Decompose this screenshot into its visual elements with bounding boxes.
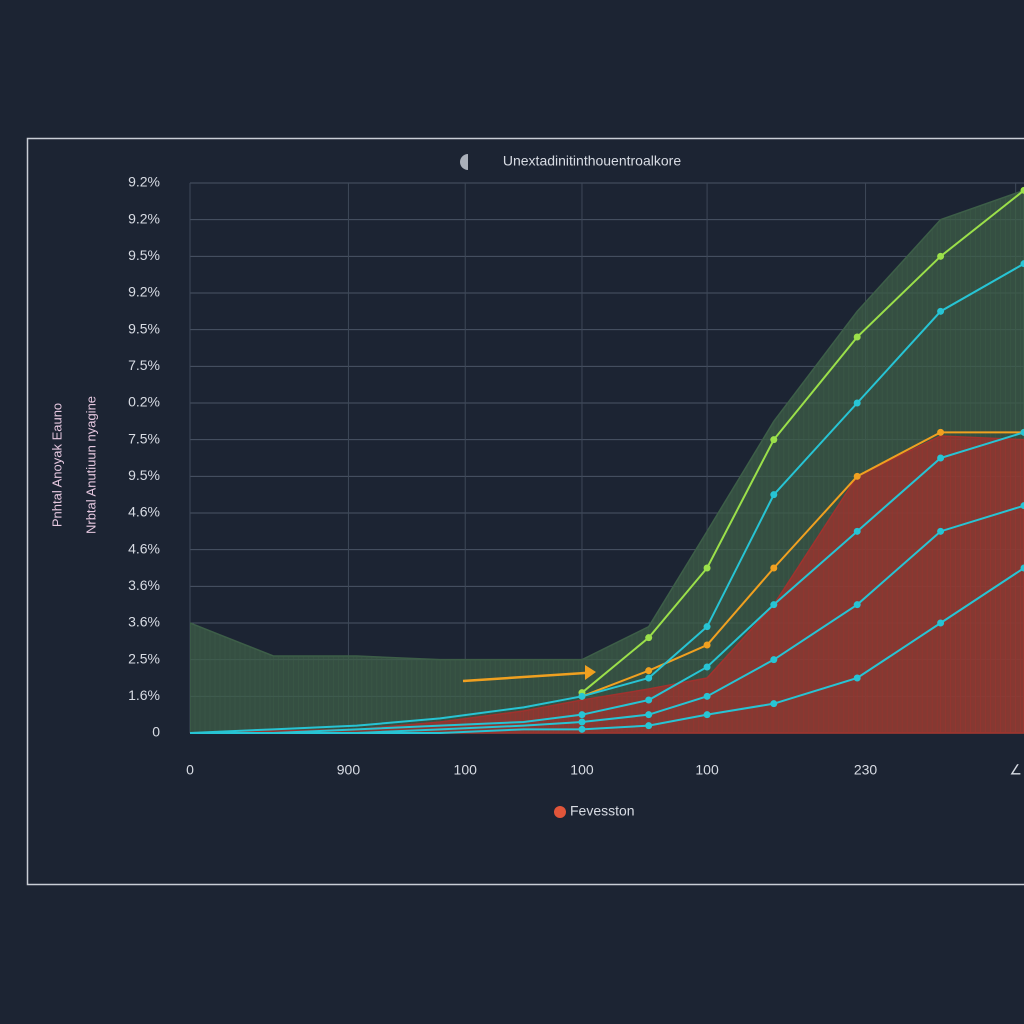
marker <box>703 692 711 700</box>
marker <box>645 667 653 675</box>
x-tick-label: 100 <box>695 762 719 778</box>
title-icon <box>460 154 468 170</box>
legend: Fevesston <box>554 803 635 819</box>
legend-marker <box>554 806 566 818</box>
marker <box>853 399 861 407</box>
marker <box>703 663 711 671</box>
y-tick-label: 0 <box>152 724 160 740</box>
y-tick-label: 1.6% <box>128 687 160 703</box>
marker <box>1020 564 1024 572</box>
marker <box>578 711 586 719</box>
marker <box>937 428 945 436</box>
line <box>190 567 1024 734</box>
y-tick-label: 2.5% <box>128 650 160 666</box>
marker <box>703 623 711 631</box>
x-tick-label: 900 <box>337 762 361 778</box>
marker <box>770 564 778 572</box>
y-tick-label: 3.6% <box>128 614 160 630</box>
marker <box>703 641 711 649</box>
y-axis-title: Nrbtal Anutiuun nyagine <box>83 396 98 534</box>
marker <box>937 619 945 627</box>
marker <box>645 722 653 730</box>
marker <box>578 692 586 700</box>
marker <box>1020 502 1024 510</box>
y-tick-label: 0.2% <box>128 394 160 410</box>
x-tick-label: 230 <box>854 762 878 778</box>
marker <box>578 725 586 733</box>
y-tick-label: 3.6% <box>128 577 160 593</box>
marker <box>937 454 945 462</box>
y-tick-label: 9.5% <box>128 247 160 263</box>
marker <box>853 472 861 480</box>
y-tick-label: 9.5% <box>128 467 160 483</box>
annotation-arrow <box>462 671 586 683</box>
marker <box>645 674 653 682</box>
x-tick-label: ∠ <box>1009 762 1022 778</box>
legend-label: Fevesston <box>570 803 635 819</box>
marker <box>578 718 586 726</box>
marker <box>853 601 861 609</box>
marker <box>1020 186 1024 194</box>
x-tick-label: 0 <box>186 762 194 778</box>
line <box>190 431 1024 734</box>
marker <box>645 711 653 719</box>
marker <box>853 527 861 535</box>
y-tick-label: 4.6% <box>128 540 160 556</box>
marker <box>853 674 861 682</box>
marker <box>853 333 861 341</box>
y-tick-label: 7.5% <box>128 357 160 373</box>
overlay <box>578 186 1024 733</box>
marker <box>1020 428 1024 436</box>
marker <box>937 527 945 535</box>
marker <box>645 696 653 704</box>
annotation-arrowhead <box>585 665 596 680</box>
y-axis-title: Pnhtal Anoyak Eauno <box>49 403 64 527</box>
marker <box>703 564 711 572</box>
line <box>190 262 1024 734</box>
y-tick-label: 7.5% <box>128 430 160 446</box>
x-tick-label: 100 <box>454 762 478 778</box>
marker <box>770 436 778 444</box>
marker <box>770 601 778 609</box>
y-tick-label: 9.2% <box>128 284 160 300</box>
marker <box>770 491 778 499</box>
x-tick-label: 100 <box>570 762 594 778</box>
marker <box>645 634 653 642</box>
marker <box>703 711 711 719</box>
y-tick-label: 9.5% <box>128 320 160 336</box>
y-tick-label: 4.6% <box>128 504 160 520</box>
y-tick-label: 9.2% <box>128 174 160 190</box>
marker <box>770 700 778 708</box>
marker <box>1020 260 1024 268</box>
marker <box>937 252 945 260</box>
marker <box>937 307 945 315</box>
chart-title: Unextadinitinthouentroalkore <box>503 153 681 169</box>
plot-area <box>190 189 1024 734</box>
panel-border <box>26 137 1024 886</box>
marker <box>770 656 778 664</box>
y-tick-label: 9.2% <box>128 210 160 226</box>
